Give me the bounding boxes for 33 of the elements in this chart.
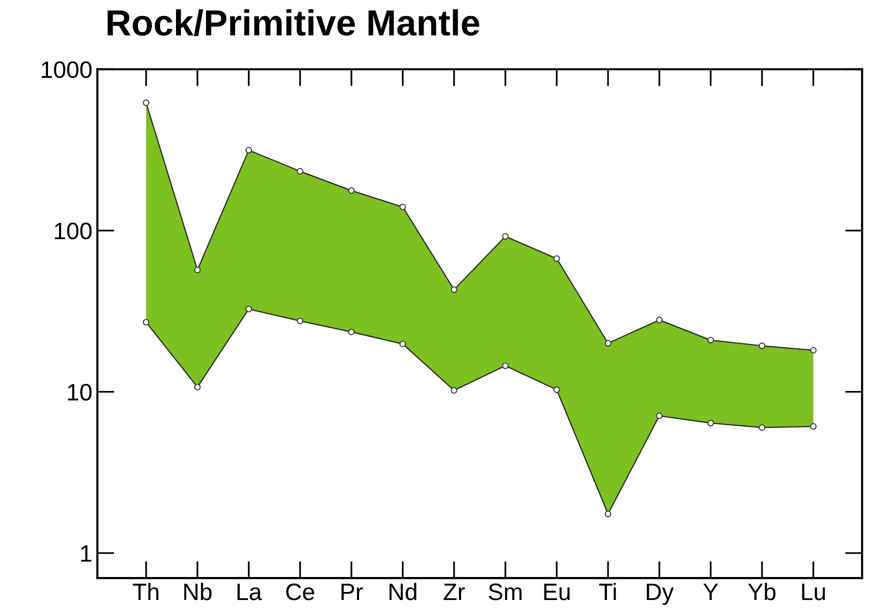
y-tick-label: 10 <box>68 384 92 401</box>
x-tick-label: Dy <box>646 584 674 605</box>
point <box>142 318 150 326</box>
x-tick-label: Y <box>703 584 718 600</box>
x-tick-label: Nd <box>390 582 416 600</box>
point <box>194 384 201 390</box>
point <box>758 424 766 431</box>
point <box>399 340 406 348</box>
x-tick-label: Ti <box>599 582 616 600</box>
y-tick-label: 1000 <box>42 61 92 78</box>
point <box>450 387 458 394</box>
point <box>245 306 252 312</box>
point <box>502 362 509 370</box>
x-tick-label: Sm <box>488 584 522 600</box>
y-tick-label: 1 <box>81 545 92 562</box>
chart-title: Rock/Primitive Mantle <box>108 9 480 36</box>
point <box>810 423 817 430</box>
x-tick-label: Eu <box>544 584 570 600</box>
y-tick-label: 100 <box>54 222 92 240</box>
x-tick-label: Ce <box>286 584 314 600</box>
x-tick-label: La <box>238 584 262 600</box>
x-tick-label: Yb <box>748 582 776 600</box>
point <box>296 318 304 324</box>
x-tick-label: Th <box>132 582 158 600</box>
point <box>604 510 612 518</box>
point <box>553 386 560 393</box>
x-tick-label: Zr <box>444 584 465 600</box>
point <box>348 328 355 336</box>
point <box>656 412 663 420</box>
x-tick-label: Lu <box>802 584 825 600</box>
point <box>707 420 714 426</box>
x-tick-label: Nb <box>184 582 212 600</box>
x-tick-label: Pr <box>342 584 363 600</box>
